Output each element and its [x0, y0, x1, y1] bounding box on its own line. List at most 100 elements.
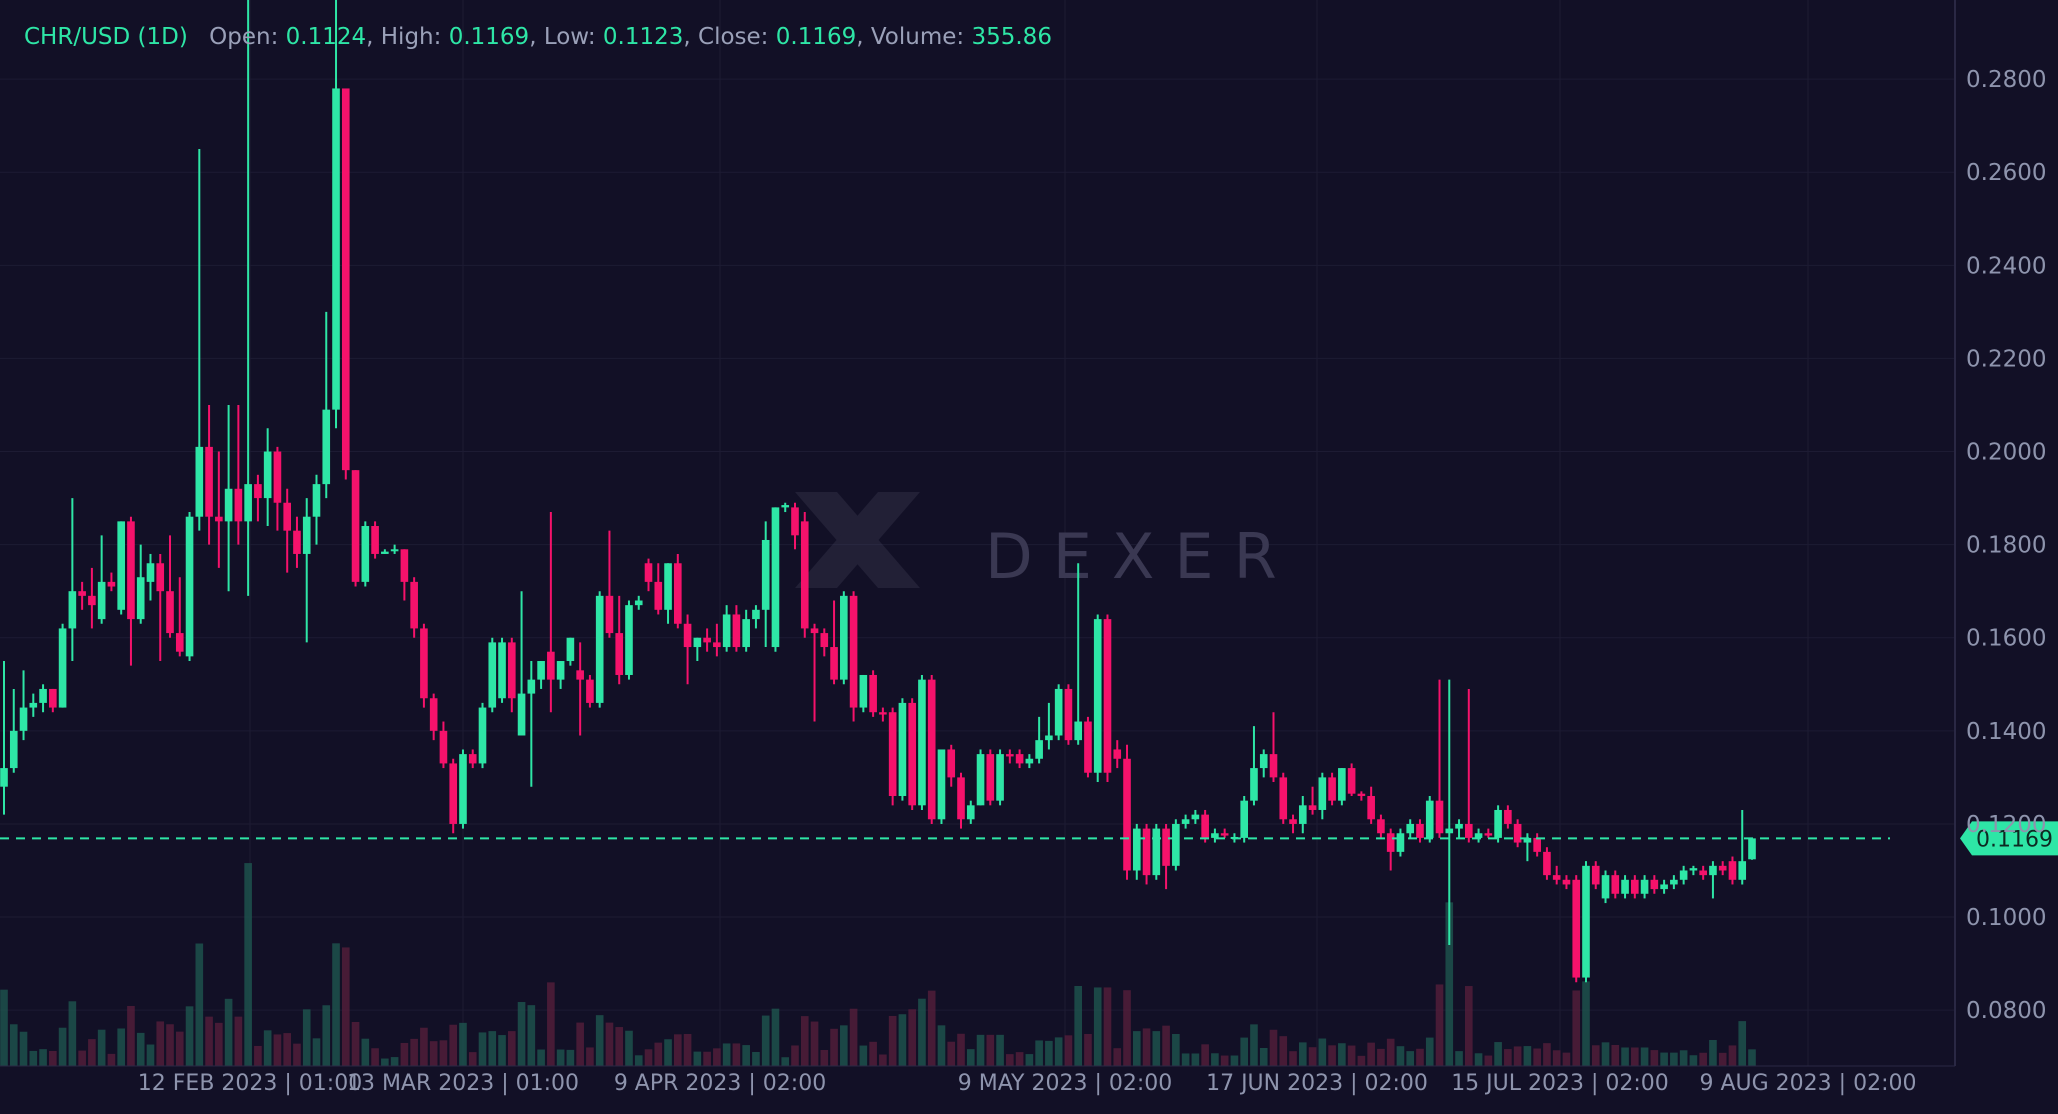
candle-body — [947, 749, 956, 778]
candle — [1738, 809, 1747, 885]
candle-body — [1621, 879, 1629, 894]
candle — [810, 623, 819, 722]
candle-body — [127, 521, 135, 620]
last-price-tag — [1960, 821, 2058, 856]
candle-body — [1689, 868, 1698, 871]
candle — [1074, 563, 1082, 745]
low-label: Low: — [543, 24, 596, 50]
volume-bar — [517, 1002, 526, 1066]
volume-bar — [996, 1034, 1004, 1066]
volume-bar — [586, 1047, 594, 1066]
candle-body — [224, 488, 233, 522]
volume-bar — [1367, 1042, 1375, 1066]
candle — [19, 670, 28, 741]
volume-bar — [420, 1027, 428, 1066]
candle — [1670, 875, 1678, 890]
candle-body — [420, 628, 428, 699]
candle-body — [507, 642, 516, 699]
candle-body — [1445, 828, 1454, 834]
volume-bar — [439, 1040, 448, 1066]
candle-body — [449, 763, 458, 824]
volume-value: 355.86 — [971, 24, 1052, 50]
candle-body — [351, 470, 360, 582]
candle-body — [859, 674, 868, 708]
candle-body — [1025, 758, 1034, 764]
volume-bar — [1748, 1049, 1756, 1066]
candle-body — [381, 551, 389, 554]
candle-body — [88, 595, 96, 606]
y-tick-label: 0.1800 — [1966, 533, 2046, 559]
volume-bar — [488, 1031, 497, 1066]
candle — [1748, 838, 1756, 860]
candle-body — [1328, 777, 1336, 801]
candle — [341, 88, 350, 480]
volume-bar — [605, 1022, 614, 1066]
volume-bar — [791, 1045, 799, 1066]
candle — [1220, 828, 1229, 838]
candle-body — [586, 679, 594, 703]
candle — [1582, 861, 1590, 983]
candle-body — [1142, 828, 1151, 876]
candle — [97, 535, 106, 624]
open-value: 0.1124 — [285, 24, 367, 50]
volume-bar — [957, 1033, 965, 1066]
candle — [918, 674, 926, 810]
candle — [1435, 679, 1444, 838]
volume-bar — [1660, 1052, 1668, 1066]
candle — [1660, 879, 1668, 894]
candle-body — [459, 754, 467, 824]
volume-bar — [625, 1030, 633, 1066]
candle — [166, 535, 174, 638]
candle — [625, 600, 633, 680]
volume-bar — [29, 1050, 38, 1066]
volume-bar — [146, 1044, 155, 1066]
volume-bar — [68, 1001, 77, 1066]
candle — [1132, 823, 1141, 880]
candle — [1142, 823, 1151, 885]
candle-body — [1289, 819, 1297, 824]
candle-body — [996, 754, 1004, 801]
volume-bar — [703, 1051, 711, 1066]
volume-bar — [117, 1028, 125, 1066]
candle-body — [1074, 721, 1082, 741]
volume-bar — [742, 1045, 750, 1066]
candle — [1718, 861, 1727, 876]
candle-body — [1113, 749, 1122, 759]
candle — [1025, 754, 1034, 769]
candle — [517, 591, 526, 736]
volume-label: Volume: — [870, 24, 965, 50]
volume-bar — [840, 1025, 848, 1066]
volume-bar — [1132, 1031, 1141, 1066]
volume-bar — [1298, 1042, 1307, 1066]
candle-body — [1455, 823, 1463, 829]
candle — [634, 595, 643, 610]
candle-body — [644, 563, 653, 582]
candle — [312, 474, 321, 545]
volume-bar — [1523, 1046, 1532, 1066]
volume-bar — [1484, 1055, 1493, 1066]
candle — [1367, 786, 1375, 824]
candle — [1250, 726, 1258, 806]
candle — [0, 661, 8, 815]
candle-body — [1582, 865, 1590, 978]
y-tick-label: 0.2000 — [1966, 440, 2046, 466]
candle — [390, 544, 399, 554]
candle-body — [293, 530, 301, 554]
candle — [820, 628, 829, 657]
volume-bar — [1445, 902, 1454, 1066]
volume-bar — [1279, 1036, 1288, 1066]
candle-body — [1631, 879, 1639, 894]
symbol-label: CHR/USD (1D) — [24, 24, 188, 50]
volume-bar — [713, 1048, 721, 1066]
volume-bar — [156, 1021, 165, 1066]
candle-body — [693, 637, 702, 648]
candle-body — [1406, 823, 1415, 834]
volume-bar — [527, 1005, 536, 1066]
candle-body — [107, 581, 116, 587]
low-value: 0.1123 — [602, 24, 684, 50]
candle-body — [1543, 851, 1551, 876]
candle-body — [625, 605, 633, 675]
volume-bar — [205, 1016, 213, 1066]
